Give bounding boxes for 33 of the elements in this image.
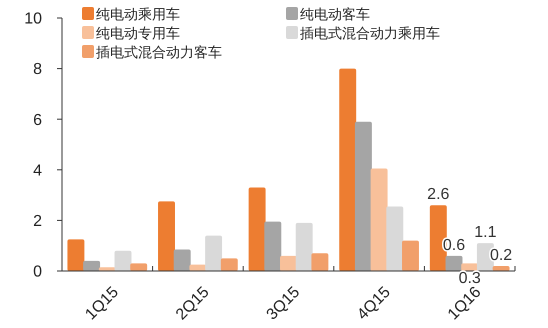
bar xyxy=(83,260,100,271)
bar xyxy=(67,239,84,271)
y-tick-label: 2 xyxy=(33,213,42,230)
y-tick-label: 0 xyxy=(33,264,42,281)
bar xyxy=(354,122,372,271)
legend-label: 纯电动专用车 xyxy=(96,25,180,41)
data-label: 2.6 xyxy=(427,186,450,204)
bar xyxy=(220,258,238,271)
data-label: 0.3 xyxy=(458,270,481,287)
bar xyxy=(130,263,148,271)
legend-label: 插电式混合动力客车 xyxy=(96,44,222,60)
bar xyxy=(402,240,419,271)
legend-label: 纯电动乘用车 xyxy=(96,6,180,22)
bar xyxy=(264,222,282,271)
bar xyxy=(114,250,132,271)
y-tick-label: 10 xyxy=(24,10,42,28)
bar xyxy=(174,249,191,271)
bar xyxy=(158,201,175,271)
bar xyxy=(339,68,356,271)
bar xyxy=(205,236,222,271)
legend-label: 纯电动客车 xyxy=(300,6,370,22)
data-label: 0.2 xyxy=(490,246,512,264)
y-tick-label: 8 xyxy=(33,61,42,78)
data-label: 1.1 xyxy=(474,224,497,242)
bar xyxy=(446,256,462,271)
y-tick-label: 6 xyxy=(33,112,42,129)
bar xyxy=(296,222,313,271)
bar xyxy=(370,168,388,271)
bar xyxy=(248,188,266,271)
bar xyxy=(386,206,404,271)
bar xyxy=(311,253,328,271)
y-tick-label: 4 xyxy=(33,162,42,180)
legend-label: 插电式混合动力乘用车 xyxy=(300,25,440,41)
